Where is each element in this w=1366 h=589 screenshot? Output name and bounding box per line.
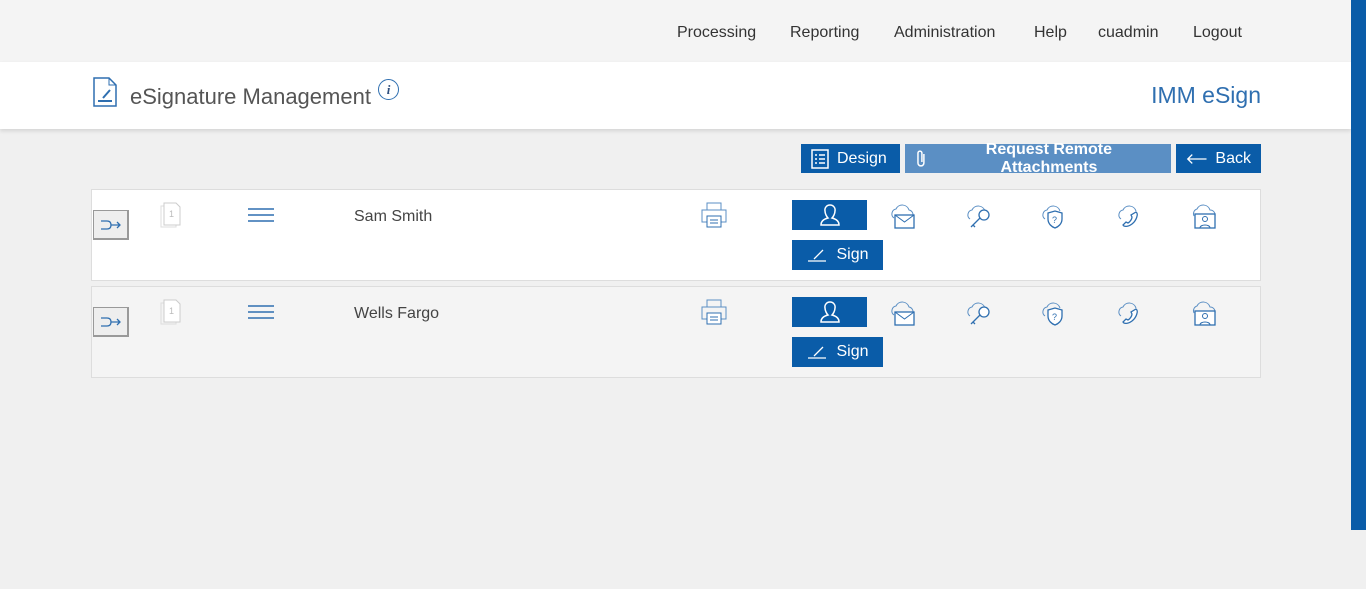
svg-text:1: 1: [169, 306, 174, 316]
person-icon: [819, 301, 840, 323]
route-button[interactable]: [93, 307, 129, 337]
nav-help[interactable]: Help: [1034, 24, 1067, 41]
svg-text:1: 1: [169, 209, 174, 219]
scrollbar[interactable]: [1351, 0, 1366, 530]
menu-icon[interactable]: [248, 304, 274, 325]
sign-label: Sign: [836, 343, 869, 360]
nav-reporting[interactable]: Reporting: [790, 24, 860, 41]
page-header: eSignature Management i IMM eSign: [0, 62, 1351, 129]
request-label: Request Remote Attachments: [985, 140, 1113, 176]
design-button[interactable]: Design: [801, 144, 900, 173]
back-button[interactable]: Back: [1176, 144, 1261, 173]
page-count-icon: 1: [160, 299, 182, 330]
svg-text:?: ?: [1052, 312, 1057, 322]
route-button[interactable]: [93, 210, 129, 240]
sign-button[interactable]: Sign: [792, 337, 883, 367]
route-icon: [100, 219, 121, 230]
cloud-security-question-icon[interactable]: ?: [1040, 301, 1068, 332]
print-icon[interactable]: [701, 202, 727, 233]
cloud-email-icon[interactable]: [889, 204, 917, 235]
svg-text:?: ?: [1052, 215, 1057, 225]
page-count-icon: 1: [160, 202, 182, 233]
print-icon[interactable]: [701, 299, 727, 330]
route-icon: [100, 316, 121, 327]
nav-user[interactable]: cuadmin: [1098, 24, 1159, 41]
cloud-email-icon[interactable]: [889, 301, 917, 332]
info-icon[interactable]: i: [378, 79, 399, 100]
cloud-id-icon[interactable]: [1191, 204, 1219, 235]
signer-name: Wells Fargo: [354, 305, 440, 322]
cloud-key-icon[interactable]: [965, 204, 993, 235]
sign-button[interactable]: Sign: [792, 240, 883, 270]
nav-logout[interactable]: Logout: [1193, 24, 1242, 41]
pen-icon: [808, 249, 827, 262]
signer-identity-button[interactable]: [792, 200, 867, 230]
cloud-key-icon[interactable]: [965, 301, 993, 332]
pen-icon: [808, 346, 827, 359]
list-icon: [811, 148, 829, 169]
signer-row: 1 Wells Fargo Sign ?: [91, 286, 1261, 378]
brand-label: IMM eSign: [1151, 82, 1261, 108]
signer-identity-button[interactable]: [792, 297, 867, 327]
cloud-phone-icon[interactable]: [1116, 301, 1144, 332]
signer-row: 1 Sam Smith Sign ?: [91, 189, 1261, 281]
paperclip-icon: [917, 149, 925, 167]
top-nav: Processing Reporting Administration Help…: [0, 0, 1351, 62]
nav-processing[interactable]: Processing: [677, 24, 757, 41]
person-icon: [819, 204, 840, 226]
menu-icon[interactable]: [248, 207, 274, 228]
nav-administration[interactable]: Administration: [894, 24, 996, 41]
request-remote-attachments-button[interactable]: Request Remote Attachments: [905, 141, 1171, 176]
signer-name: Sam Smith: [354, 208, 433, 225]
back-label: Back: [1215, 149, 1251, 167]
arrow-left-icon: [1186, 153, 1207, 164]
design-label: Design: [837, 149, 887, 167]
cloud-id-icon[interactable]: [1191, 301, 1219, 332]
cloud-phone-icon[interactable]: [1116, 204, 1144, 235]
sign-label: Sign: [836, 246, 869, 263]
document-sign-icon: [93, 77, 117, 107]
page-title: eSignature Management: [130, 84, 371, 109]
cloud-security-question-icon[interactable]: ?: [1040, 204, 1068, 235]
